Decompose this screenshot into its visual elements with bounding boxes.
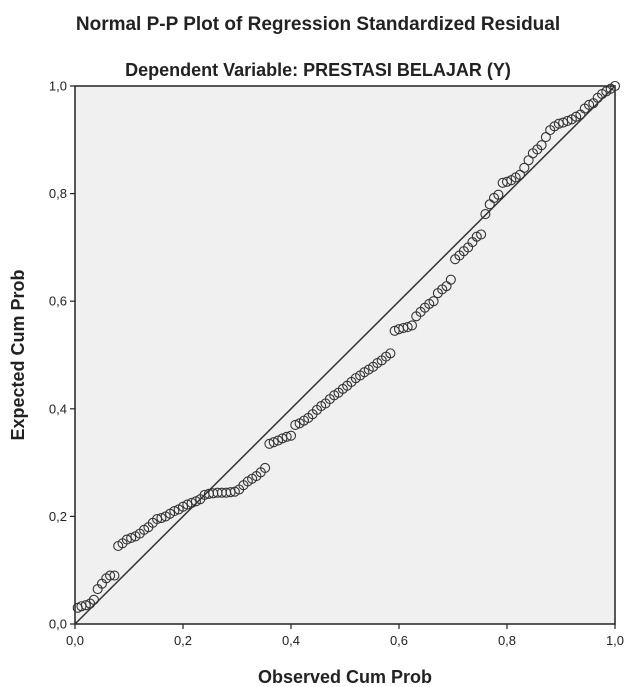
y-tick-label: 0,8	[49, 186, 67, 201]
data-point	[385, 348, 396, 359]
x-tick-label: 1,0	[606, 633, 624, 648]
y-tick-label: 0,4	[49, 401, 67, 416]
data-point	[406, 320, 418, 331]
data-point	[121, 534, 132, 545]
data-point	[445, 274, 456, 285]
x-tick-label: 0,8	[498, 633, 516, 648]
x-tick-label: 0,0	[66, 633, 84, 648]
data-point	[105, 570, 116, 581]
data-point	[536, 140, 547, 151]
x-tick-label: 0,2	[174, 633, 192, 648]
y-tick-label: 0,2	[49, 509, 67, 524]
y-tick-label: 0,0	[49, 617, 67, 632]
data-point	[519, 162, 530, 173]
x-axis-ticks: 0,0 0,2 0,4 0,6 0,8 1,0	[66, 624, 624, 648]
reference-diagonal-line	[74, 85, 616, 625]
data-point	[182, 499, 193, 510]
data-point	[501, 176, 513, 187]
data-point	[85, 598, 96, 609]
data-point	[609, 80, 621, 92]
data-point	[584, 99, 595, 110]
y-tick-label: 1,0	[49, 79, 67, 94]
y-axis-ticks: 0,0 0,2 0,4 0,6 0,8 1,0	[49, 79, 75, 632]
data-point	[402, 321, 413, 333]
y-tick-label: 0,6	[49, 294, 67, 309]
chart-title: Normal P-P Plot of Regression Standardiz…	[76, 14, 560, 35]
x-tick-label: 0,6	[390, 633, 408, 648]
data-point	[281, 431, 292, 442]
x-tick-label: 0,4	[282, 633, 300, 648]
data-points	[72, 80, 621, 613]
data-point	[156, 512, 167, 524]
data-point	[480, 208, 491, 220]
data-point	[80, 600, 91, 611]
data-point	[558, 117, 569, 128]
data-point	[169, 505, 180, 517]
data-point	[264, 438, 275, 449]
data-point	[260, 462, 271, 474]
data-point	[562, 115, 573, 127]
chart-subtitle: Dependent Variable: PRESTASI BELAJAR (Y)	[125, 60, 511, 80]
data-point	[126, 532, 137, 543]
data-point	[268, 437, 279, 448]
x-axis-title: Observed Cum Prob	[258, 667, 432, 687]
data-point	[285, 430, 297, 441]
data-point	[428, 296, 439, 307]
data-point	[186, 497, 197, 509]
data-point	[476, 229, 487, 240]
y-axis-title: Expected Cum Prob	[8, 269, 28, 440]
data-point	[493, 189, 504, 200]
data-point	[109, 570, 120, 581]
data-point	[290, 419, 301, 430]
data-point	[88, 594, 99, 605]
